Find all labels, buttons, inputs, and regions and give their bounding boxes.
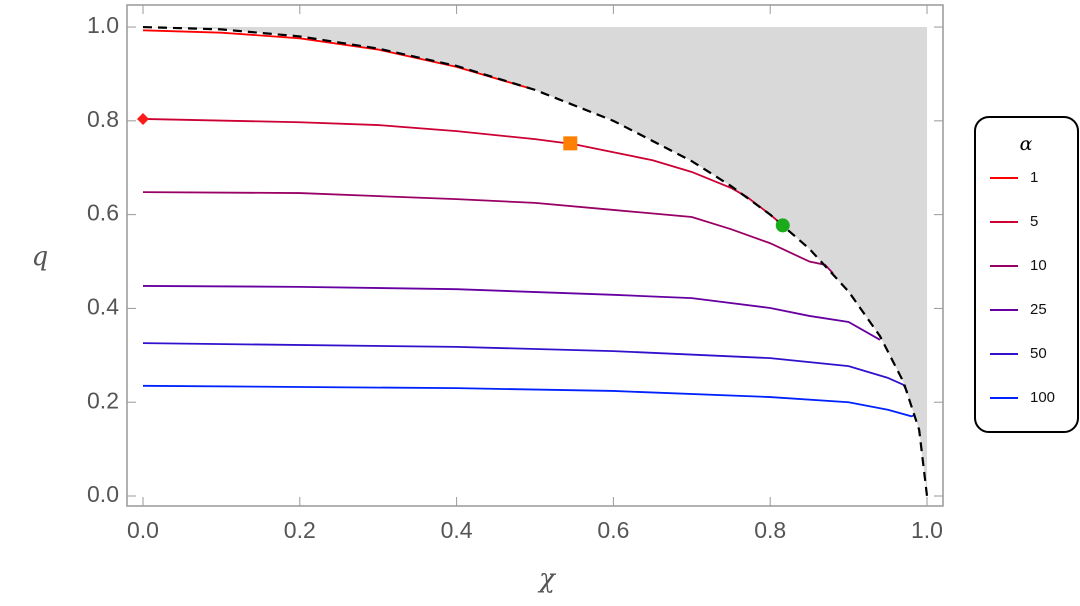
y-tick-label: 0.0 — [87, 481, 119, 507]
series-line — [142, 285, 881, 341]
y-tick-label: 0.4 — [87, 294, 119, 320]
legend-label: 25 — [1030, 301, 1047, 318]
x-tick-label: 0.4 — [441, 517, 473, 543]
x-tick-label: 0.2 — [284, 517, 316, 543]
series-line — [142, 191, 834, 274]
legend-box — [974, 116, 1079, 433]
legend-title: α — [1020, 133, 1033, 155]
series-line — [142, 384, 916, 418]
y-tick-label: 0.2 — [87, 387, 119, 413]
legend-label: 5 — [1030, 213, 1038, 230]
x-axis-label: χ — [537, 564, 557, 594]
x-tick-label: 0.8 — [754, 517, 786, 543]
y-axis-label: q — [32, 242, 49, 272]
shaded-region — [142, 27, 928, 497]
plot-frame — [126, 4, 944, 507]
x-tick-label: 0.6 — [597, 517, 629, 543]
y-tick-label: 0.8 — [87, 106, 119, 132]
legend-label: 50 — [1030, 345, 1047, 362]
y-tick-label: 1.0 — [87, 12, 119, 38]
boundary-line — [142, 25, 929, 497]
marker — [136, 112, 149, 125]
legend-label: 10 — [1030, 257, 1047, 274]
x-tick-label: 0.0 — [127, 517, 159, 543]
series-line — [142, 342, 909, 393]
legend-label: 1 — [1030, 169, 1038, 186]
marker — [775, 218, 790, 233]
x-tick-label: 1.0 — [911, 517, 943, 543]
y-tick-label: 0.6 — [87, 200, 119, 226]
legend-label: 100 — [1030, 389, 1055, 406]
marker — [563, 136, 578, 151]
